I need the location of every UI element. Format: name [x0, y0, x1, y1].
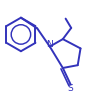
Text: N: N — [46, 40, 53, 49]
Text: S: S — [68, 84, 74, 93]
